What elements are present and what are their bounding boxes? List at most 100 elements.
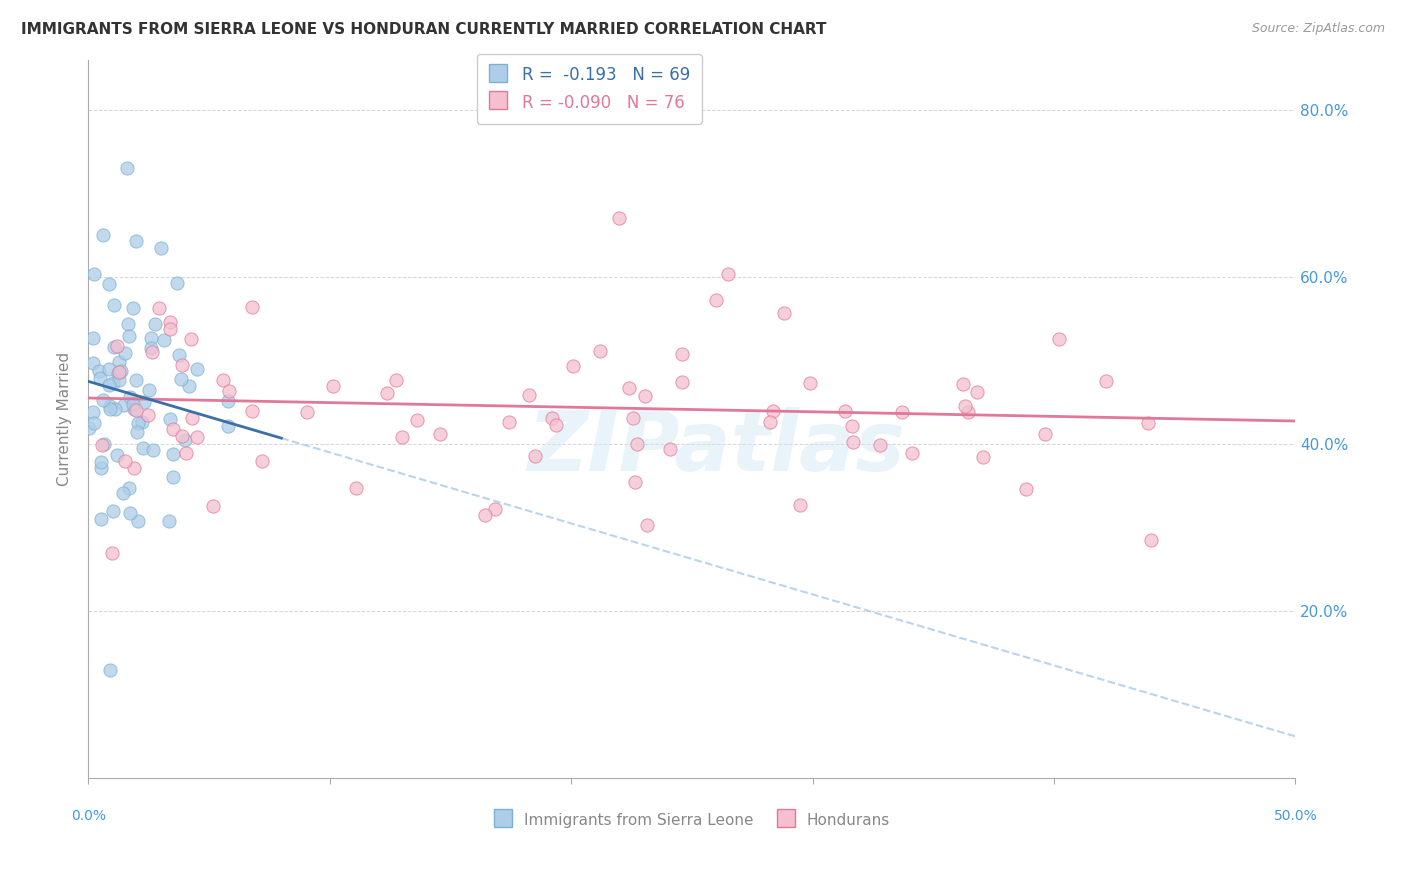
Point [202,499,225,513]
Point [82,331,104,345]
Point [148,301,170,315]
Point [186,361,208,376]
Point [90,460,112,475]
Point [1033,426,1056,441]
Point [90,455,112,469]
Point [108,365,131,379]
Point [217,393,239,408]
Point [98,402,121,417]
Point [1047,332,1070,346]
Point [484,501,506,516]
Text: 0.0%: 0.0% [70,809,105,822]
Point [634,389,657,403]
Point [174,433,197,447]
Point [773,306,796,320]
Point [972,450,994,465]
Point [953,400,976,414]
Point [177,379,200,393]
Point [671,347,693,361]
Point [114,346,136,360]
Point [180,332,202,346]
Point [588,343,610,358]
Point [120,390,142,404]
Point [166,276,188,290]
Point [157,515,180,529]
Point [141,344,163,359]
Point [250,453,273,467]
Point [125,402,148,417]
Point [799,376,821,390]
Point [891,405,914,419]
Point [789,499,811,513]
Point [127,514,149,528]
Point [125,234,148,248]
Point [124,401,146,416]
Point [101,376,124,390]
Point [112,486,135,500]
Point [118,481,141,495]
Point [132,394,155,409]
Point [118,328,141,343]
Point [174,446,197,460]
Point [636,517,658,532]
Point [139,341,162,355]
Point [104,401,127,416]
Point [609,211,631,226]
Point [561,359,583,373]
Point [541,411,564,425]
Point [108,354,131,368]
Point [842,434,865,449]
Point [217,419,239,434]
Point [218,384,240,398]
Point [83,416,105,430]
Point [671,376,693,390]
Point [762,404,785,418]
Point [159,322,181,336]
Point [869,438,891,452]
Point [153,333,176,347]
Point [121,396,143,410]
Point [240,404,263,418]
Point [108,373,131,387]
Text: ZIPatlas: ZIPatlas [527,407,905,488]
Legend: Immigrants from Sierra Leone, Hondurans: Immigrants from Sierra Leone, Hondurans [488,805,896,835]
Point [103,298,125,312]
Point [105,339,128,353]
Point [87,364,110,378]
Point [114,454,136,468]
Point [405,413,427,427]
Point [623,475,645,490]
Point [1095,374,1118,388]
Point [957,405,980,419]
Y-axis label: Currently Married: Currently Married [58,351,72,486]
Point [125,373,148,387]
Point [97,378,120,392]
Point [1139,533,1161,547]
Point [172,428,194,442]
Point [107,366,129,380]
Point [240,301,263,315]
Point [120,506,142,520]
Point [391,430,413,444]
Point [125,425,148,439]
Point [141,331,163,345]
Point [1015,482,1038,496]
Point [127,417,149,431]
Point [621,410,644,425]
Point [170,372,193,386]
Point [159,412,181,426]
Point [90,512,112,526]
Point [91,438,114,452]
Point [101,504,124,518]
Point [132,441,155,455]
Point [162,446,184,460]
Point [89,370,111,384]
Point [385,373,408,387]
Text: 50.0%: 50.0% [1274,809,1317,822]
Point [626,436,648,450]
Point [170,358,193,372]
Point [112,398,135,412]
Point [717,267,740,281]
Text: Source: ZipAtlas.com: Source: ZipAtlas.com [1251,22,1385,36]
Point [212,373,235,387]
